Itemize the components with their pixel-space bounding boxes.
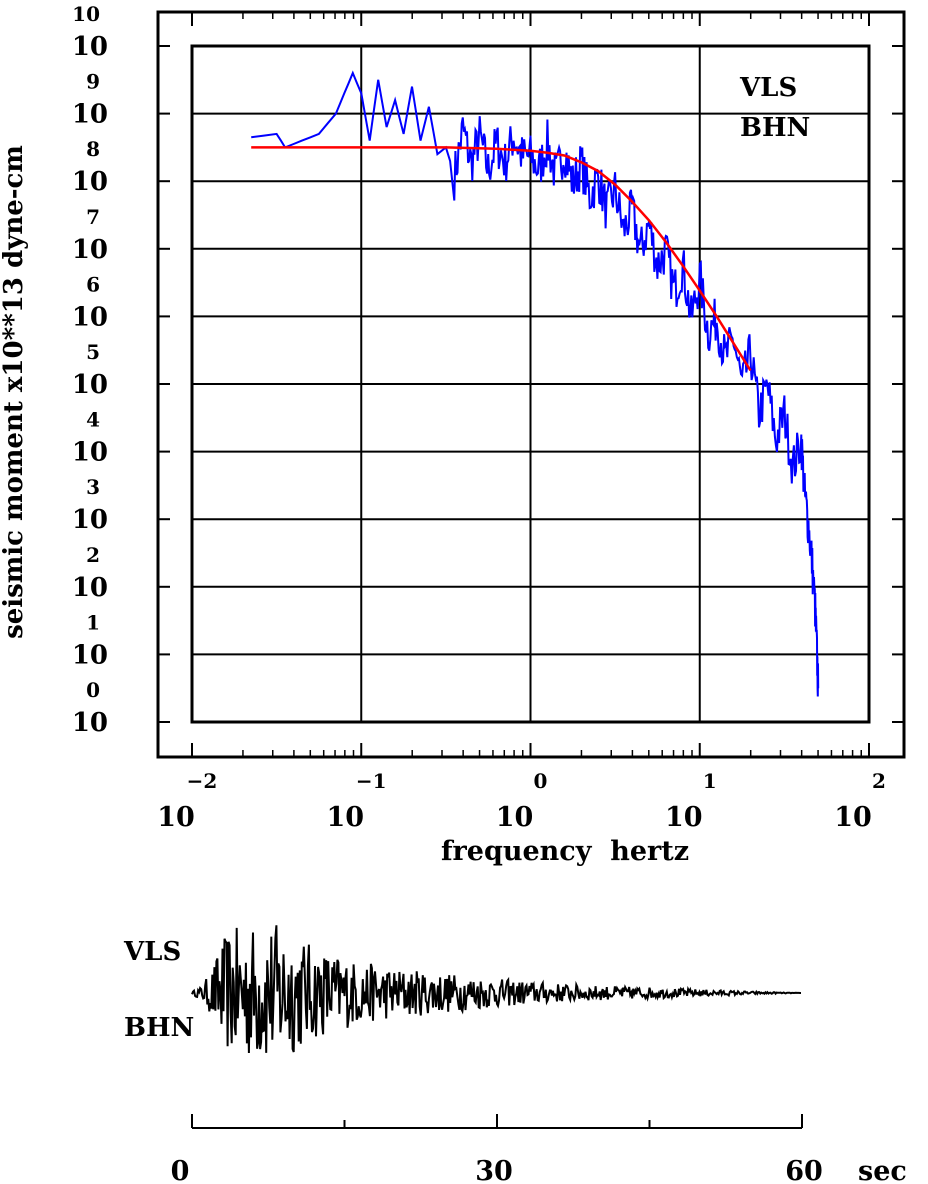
y-tick-base: 10 — [72, 167, 108, 197]
x-tick-base: 10 — [834, 802, 872, 833]
spectrum-station-label: VLS — [739, 73, 797, 103]
trace-component-label: BHN — [124, 1013, 194, 1043]
spectrum-minor-ticks — [158, 12, 904, 757]
x-tick-exponent: 0 — [534, 769, 548, 793]
y-tick-exponent: 3 — [86, 475, 100, 499]
x-tick-exponent: 2 — [872, 769, 886, 793]
trace-station-label: VLS — [123, 937, 181, 967]
time-tick-label-60: 60 — [785, 1156, 823, 1184]
y-tick-exponent: 9 — [86, 70, 100, 94]
y-tick-exponent: 5 — [86, 340, 100, 364]
y-tick-base: 10 — [72, 438, 108, 468]
time-unit-label: sec — [858, 1156, 907, 1184]
y-tick-base: 10 — [72, 505, 108, 535]
x-tick-base: 10 — [326, 802, 364, 833]
x-tick-exponent: 1 — [703, 769, 717, 793]
y-tick-exponent: 0 — [86, 678, 100, 702]
y-tick-exponent: 2 — [86, 543, 100, 567]
y-tick-base: 10 — [72, 370, 108, 400]
spectrum-grid — [192, 46, 869, 722]
y-tick-exponent: 8 — [86, 137, 100, 161]
y-axis-title: seismic moment x10**13 dyne-cm — [0, 145, 29, 639]
model-spectrum-line — [251, 146, 752, 372]
time-axis-ticks — [191, 1114, 803, 1128]
y-tick-exponent: 1 — [86, 610, 100, 634]
y-tick-base: 10 — [72, 302, 108, 332]
x-tick-exponent: −2 — [187, 769, 218, 793]
y-tick-exponent: 10 — [72, 2, 100, 26]
x-tick-exponent: −1 — [356, 769, 387, 793]
time-tick-label-30: 30 — [475, 1156, 513, 1184]
y-tick-exponent: 6 — [86, 272, 100, 296]
x-axis-title: frequency hertz — [441, 836, 689, 867]
observed-spectrum-line — [251, 70, 820, 697]
x-tick-base: 10 — [157, 802, 195, 833]
y-tick-base: 10 — [72, 640, 108, 670]
y-tick-exponent: 4 — [86, 408, 100, 432]
seismogram-trace — [191, 925, 801, 1054]
x-tick-base: 10 — [665, 802, 703, 833]
spectrum-component-label: BHN — [740, 113, 810, 143]
time-tick-label-0: 0 — [171, 1156, 190, 1184]
x-tick-base: 10 — [496, 802, 534, 833]
y-tick-base: 10 — [72, 32, 108, 62]
y-tick-base: 10 — [72, 100, 108, 130]
y-tick-base: 10 — [72, 235, 108, 265]
y-tick-base: 10 — [72, 708, 108, 738]
spectrum-y-axis-labels: 10 0 10 1 10 2 10 3 10 4 10 5 10 6 10 7 10 8 10 9 10 10 — [72, 2, 108, 738]
y-tick-base: 10 — [72, 573, 108, 603]
y-tick-exponent: 7 — [86, 205, 100, 229]
